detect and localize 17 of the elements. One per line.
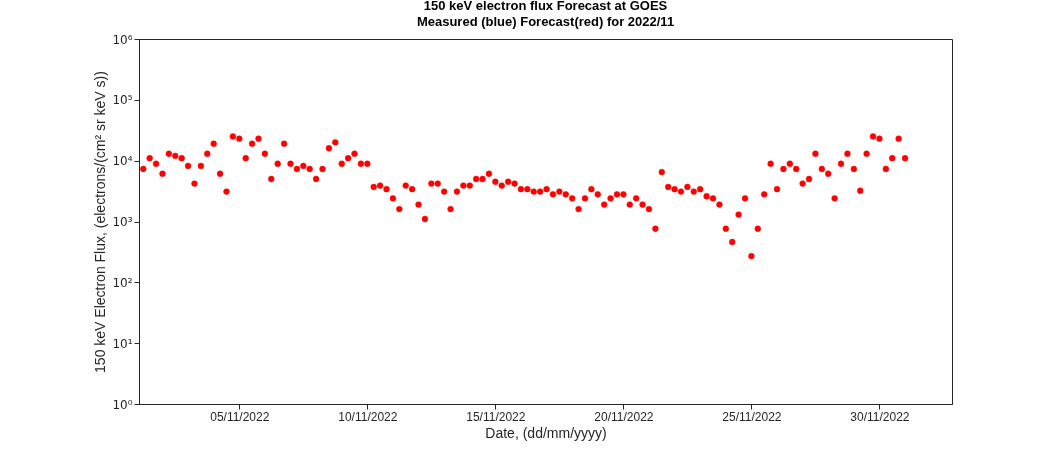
y-tick-label: 10⁴: [112, 154, 133, 169]
x-tick-label: 25/11/2022: [722, 409, 782, 424]
y-tick-label: 10¹: [112, 336, 133, 351]
y-axis-title: 150 keV Electron Flux, (electrons/(cm² sr keV s)): [92, 71, 109, 373]
y-tick-label: 10⁰: [112, 397, 133, 412]
chart-title: 150 keV electron flux Forecast at GOES: [423, 0, 668, 13]
x-tick-label: 20/11/2022: [594, 409, 654, 424]
x-axis-title: Date, (dd/mm/yyyy): [485, 424, 607, 441]
y-tick-label: 10²: [112, 275, 133, 290]
y-tick-label: 10⁶: [112, 32, 133, 47]
x-tick-label: 05/11/2022: [210, 409, 270, 424]
chart-subtitle: Measured (blue) Forecast(red) for 2022/11: [416, 14, 675, 29]
x-tick-label: 30/11/2022: [850, 409, 910, 424]
x-tick-label: 15/11/2022: [466, 409, 526, 424]
y-tick-label: 10⁵: [112, 93, 133, 108]
y-tick-label: 10³: [112, 215, 133, 229]
x-tick-label: 10/11/2022: [338, 409, 398, 424]
